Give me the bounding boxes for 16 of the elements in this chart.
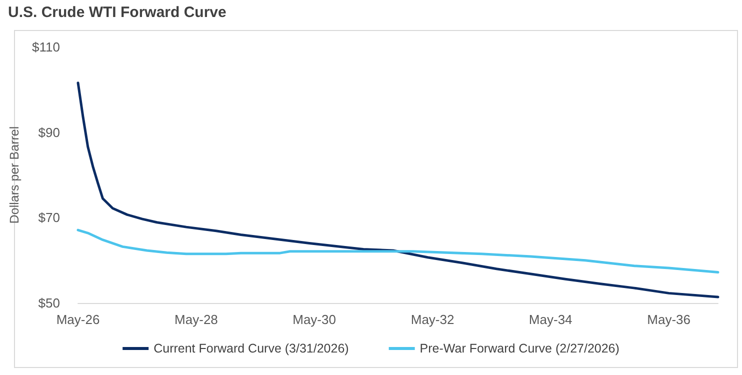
- y-tick-label: $110: [32, 40, 60, 54]
- line-series: [76, 82, 720, 298]
- chart-title: U.S. Crude WTI Forward Curve: [8, 4, 226, 21]
- y-axis-title: Dollars per Barrel: [8, 126, 22, 224]
- y-tick-label: $70: [38, 210, 60, 226]
- x-tick-label: May-32: [410, 312, 454, 327]
- line-series: [76, 228, 720, 274]
- x-tick-label: May-30: [292, 312, 336, 327]
- x-tick-label: May-26: [56, 312, 100, 327]
- legend-label: Pre-War Forward Curve (2/27/2026): [420, 342, 620, 356]
- x-tick-label: May-28: [174, 312, 218, 327]
- y-tick-label: $90: [38, 124, 60, 140]
- x-tick-label: May-36: [647, 312, 691, 327]
- x-tick-label: May-34: [528, 312, 572, 327]
- y-tick-label: $50: [38, 296, 60, 310]
- legend-label: Current Forward Curve (3/31/2026): [154, 342, 349, 356]
